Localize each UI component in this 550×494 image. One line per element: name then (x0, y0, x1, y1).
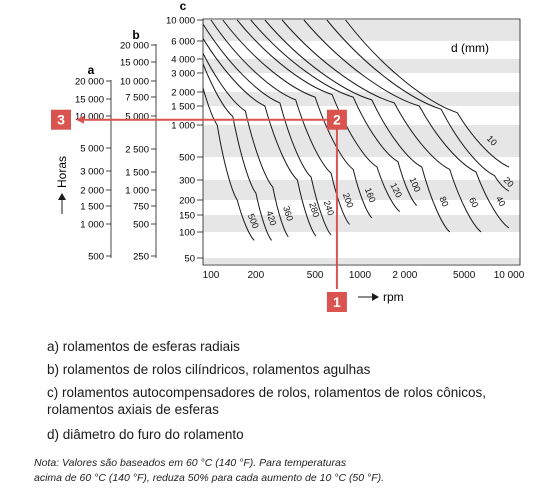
stripe-band (203, 92, 520, 106)
curve-d-10 (345, 19, 510, 168)
scale-b-tick-label: 7 500 (125, 93, 149, 104)
scale-c-tick-label: 300 (179, 176, 195, 187)
scale-b-tick-label: 250 (133, 252, 149, 263)
curve-d-200 (210, 19, 350, 225)
stripe-band (203, 180, 520, 200)
curve-d-40 (303, 19, 510, 229)
curve-group-title: d (mm) (451, 41, 489, 55)
scale-c-tick-label: 4 000 (171, 55, 195, 66)
scale-a-title: a (88, 63, 95, 77)
scale-b-tick-label: 750 (133, 202, 149, 213)
curve-label-d-280: 280 (307, 201, 321, 218)
scale-a-tick-label: 15 000 (75, 95, 104, 106)
scale-a-tick-label: 20 000 (75, 77, 104, 88)
x-tick-label: 200 (248, 270, 265, 281)
stripe-band (203, 125, 520, 157)
scale-b-tick-label: 20 000 (120, 41, 149, 52)
example-path: 1 2 3 (51, 109, 347, 312)
scale-b-tick-label: 15 000 (120, 58, 149, 69)
stripe-band (203, 20, 520, 41)
curve-d-420 (203, 62, 273, 241)
footnote-line-2: acima de 60 °C (140 °F), reduza 50% para… (34, 472, 385, 484)
curve-d-240 (203, 22, 332, 236)
scale-a-tick-label: 1 000 (80, 220, 104, 231)
scale-c-tick-label: 1 500 (171, 102, 195, 113)
scale-c-tick-label: 150 (179, 211, 195, 222)
curve-label-d-60: 60 (467, 196, 480, 209)
scale-b-title: b (132, 28, 139, 42)
x-tick-label: 10 000 (494, 270, 525, 281)
scale-a-tick-label: 3 000 (80, 167, 104, 178)
curve-label-d-40: 40 (494, 194, 508, 208)
life-curves (203, 19, 510, 241)
example-marker-1-box (326, 292, 347, 312)
x-tick-label: 2 000 (392, 270, 417, 281)
legend-item-c: c) rolamentos autocompensadores de rolos… (47, 385, 486, 400)
scale-b-tick-label: 10 000 (120, 77, 149, 88)
scale-a-tick-label: 2 000 (80, 186, 104, 197)
legend-item-a: a) rolamentos de esferas radiais (47, 339, 240, 354)
y-axis-arrow-head (58, 193, 66, 200)
example-marker-2: 2 (333, 112, 341, 128)
example-arrow-left (76, 115, 84, 124)
curve-d-360 (203, 52, 289, 238)
curve-d-280 (203, 37, 317, 237)
curve-d-500 (203, 85, 255, 241)
plot-frame (202, 18, 521, 266)
stripe-band (203, 258, 520, 264)
curve-label-d-20: 20 (502, 175, 516, 189)
curve-d-60 (281, 19, 482, 233)
curve-d-100 (250, 19, 418, 206)
scale-b-tick-label: 5 000 (125, 112, 149, 123)
scale-c-tick-label: 100 (179, 228, 195, 239)
scale-b-tick-label: 1 500 (125, 168, 149, 179)
x-tick-label: 100 (203, 270, 220, 281)
scale-a-tick-label: 500 (88, 252, 104, 263)
y-axis-label: Horas (55, 156, 69, 188)
scale-b-tick-label: 500 (133, 220, 149, 231)
footnote-line-1: Nota: Valores são baseados em 60 °C (140… (34, 457, 347, 469)
curve-label-d-80: 80 (437, 195, 450, 208)
x-tick-label: 500 (307, 270, 324, 281)
stripe-band (203, 59, 520, 73)
scale-c-tick-label: 50 (184, 254, 195, 265)
scale-a-tick-label: 5 000 (80, 144, 104, 155)
scale-a-tick-label: 10 000 (75, 112, 104, 123)
scale-c-tick-label: 6 000 (171, 37, 195, 48)
footnote: Nota: Valores são baseados em 60 °C (140… (34, 456, 384, 486)
example-marker-1: 1 (333, 294, 341, 310)
legend-item-d: d) diâmetro do furo do rolamento (47, 427, 244, 442)
plot-background-stripes (203, 20, 520, 264)
scale-c-tick-label: 200 (179, 196, 195, 207)
scale-c-title: c (180, 0, 187, 13)
curve-d-80 (264, 19, 451, 233)
axes: 100 200 500 1000 2 000 5000 10 000 c 10 000 6 000… (55, 0, 525, 304)
scale-c-tick-label: 1 000 (171, 121, 195, 132)
scale-a-tick-label: 1 500 (80, 202, 104, 213)
x-axis-arrow-head (372, 293, 379, 301)
curve-label-d-200: 200 (341, 192, 355, 210)
legend-item-b: b) rolamentos de rolos cilíndricos, rola… (47, 362, 371, 377)
curve-label-d-240: 240 (322, 199, 336, 216)
example-marker-2-box (326, 109, 347, 130)
scale-c-tick-label: 2 000 (171, 88, 195, 99)
scale-b-tick-label: 1 000 (125, 186, 149, 197)
curve-d-20 (326, 19, 510, 192)
example-marker-3: 3 (57, 112, 65, 128)
curve-label-d-360: 360 (281, 205, 295, 222)
legend-item-c-continued: rolamentos axiais de esferas (47, 402, 219, 417)
scale-b-tick-label: 2 500 (125, 145, 149, 156)
scale-c-tick-label: 10 000 (166, 16, 195, 27)
scale-c-tick-label: 3 000 (171, 69, 195, 80)
x-axis-label: rpm (383, 290, 404, 304)
curve-label-d-420: 420 (264, 209, 278, 226)
x-tick-label: 5000 (453, 270, 476, 281)
x-tick-label: 1000 (349, 270, 372, 281)
scale-c-tick-label: 500 (179, 153, 195, 164)
example-marker-3-box (51, 109, 71, 130)
